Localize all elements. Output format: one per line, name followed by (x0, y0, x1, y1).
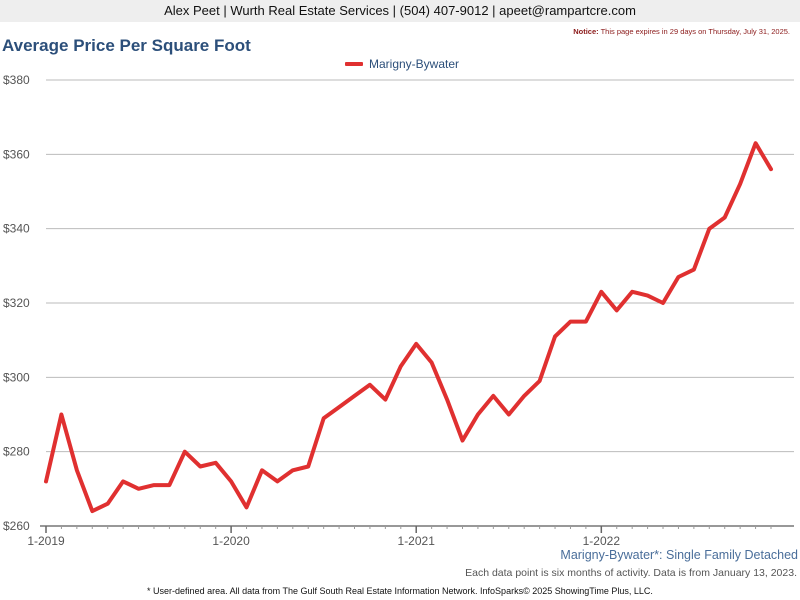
legend-label: Marigny-Bywater (369, 57, 460, 71)
data-point (645, 293, 650, 298)
data-point (430, 360, 434, 365)
x-tick-label: 1-2020 (212, 534, 250, 548)
data-point (198, 464, 202, 469)
data-point (337, 405, 341, 409)
data-point (75, 468, 79, 472)
line-chart: $260 $280 $300 $320 $340 $360 $380 1-2019 1-2020… (3, 73, 794, 548)
data-point (121, 479, 125, 483)
data-point (738, 182, 742, 186)
data-point (445, 398, 449, 402)
data-point (753, 141, 758, 145)
area-subtitle: Marigny-Bywater*: Single Family Detached (560, 548, 798, 562)
notice-text: This page expires in 29 days on Thursday… (600, 27, 790, 36)
data-point (568, 319, 573, 324)
data-point (229, 479, 233, 483)
data-point (244, 505, 249, 510)
chart-legend[interactable]: Marigny-Bywater (345, 57, 459, 71)
y-tick-label: $360 (3, 147, 30, 161)
data-point (136, 487, 141, 491)
data-point (615, 308, 619, 313)
y-tick-label: $280 (3, 445, 30, 459)
data-point (661, 301, 665, 305)
agent-contact-line: Alex Peet | Wurth Real Estate Services |… (164, 3, 636, 18)
data-point (476, 412, 480, 417)
data-point (167, 483, 172, 487)
y-tick-label: $320 (3, 296, 30, 310)
y-tick-label: $340 (3, 222, 30, 236)
legend-swatch (345, 62, 363, 66)
notice-label: Notice: (573, 27, 599, 36)
data-point (584, 319, 588, 324)
data-point (507, 412, 511, 417)
y-tick-label: $260 (3, 519, 30, 533)
data-point (44, 479, 48, 483)
x-tick-label: 1-2019 (27, 534, 65, 548)
data-source-note: Each data point is six months of activit… (465, 567, 797, 579)
x-tick-label: 1-2022 (583, 534, 621, 548)
data-point (383, 398, 387, 402)
data-point (291, 468, 295, 472)
data-point (414, 342, 418, 346)
series-line-marigny-bywater (44, 141, 773, 514)
chart-title: Average Price Per Square Foot (2, 36, 251, 55)
data-point (90, 509, 94, 513)
data-point (106, 502, 110, 506)
data-point (553, 334, 557, 339)
data-point (368, 383, 372, 387)
data-point (306, 464, 310, 469)
data-point (399, 364, 403, 368)
footer-disclaimer: * User-defined area. All data from The G… (147, 586, 653, 596)
data-point (322, 416, 326, 420)
data-point (352, 394, 357, 398)
data-point (538, 379, 542, 383)
expiry-notice: Notice: This page expires in 29 days on … (573, 27, 790, 36)
data-point (460, 438, 465, 443)
data-point (59, 412, 64, 417)
data-point (676, 275, 681, 279)
header-bar: Alex Peet | Wurth Real Estate Services |… (0, 0, 800, 22)
y-tick-label: $380 (3, 73, 30, 87)
data-point (214, 461, 218, 465)
x-tick-label: 1-2021 (398, 534, 436, 548)
data-point (599, 290, 603, 294)
data-point (183, 450, 187, 454)
data-point (491, 394, 495, 398)
data-point (707, 227, 711, 231)
data-point (260, 468, 264, 472)
data-point (152, 483, 156, 487)
y-tick-label: $300 (3, 370, 30, 384)
data-point (769, 167, 773, 171)
data-point (275, 479, 279, 483)
data-point (522, 394, 526, 398)
data-point (692, 267, 696, 272)
data-point (723, 215, 727, 220)
data-point (630, 290, 634, 294)
